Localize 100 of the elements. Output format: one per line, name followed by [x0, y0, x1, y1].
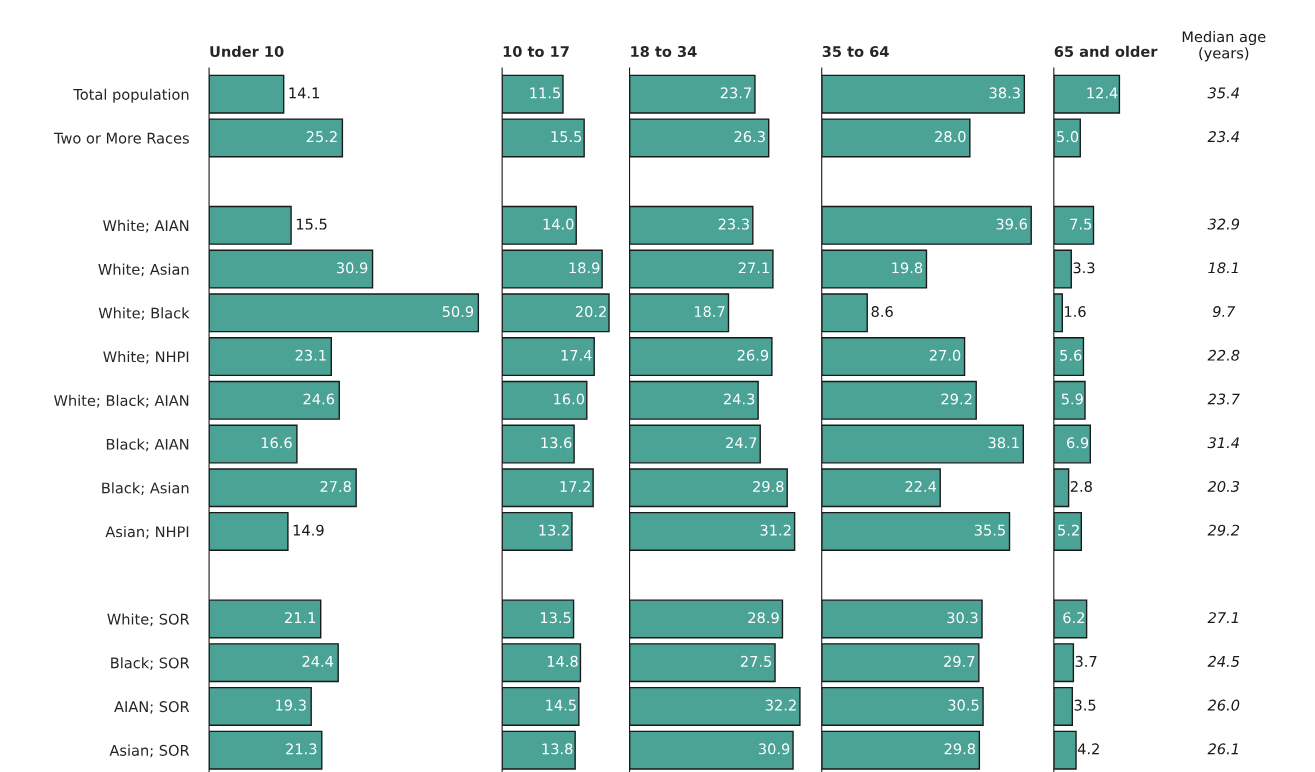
data-label: 23.7 [720, 87, 751, 99]
data-label: 14.8 [547, 655, 578, 667]
data-label: 14.0 [543, 218, 574, 230]
data-label: 31.2 [760, 524, 791, 536]
data-label: 23.1 [295, 349, 326, 361]
data-label: 27.1 [738, 262, 769, 274]
y-tick-label: White; SOR [107, 613, 190, 627]
data-label: 26.9 [737, 349, 769, 361]
y-tick-label: White; Black; AIAN [54, 394, 189, 408]
text: 29.2 [1207, 524, 1240, 536]
data-label: 30.3 [947, 612, 978, 624]
data-label: 39.6 [996, 218, 1027, 230]
data-label: 7.5 [1070, 218, 1092, 230]
text: 31.4 [1207, 437, 1239, 449]
y-tick-label: Black; SOR [111, 657, 190, 670]
data-label: 1.6 [1065, 306, 1086, 318]
data-label: 13.8 [542, 743, 573, 755]
text: 32.9 [1207, 218, 1240, 230]
data-label: 6.9 [1067, 437, 1089, 449]
y-tick-label: Asian; NHPI [105, 525, 189, 539]
text: 24.5 [1207, 655, 1240, 667]
chart-title: 65 and older [1054, 45, 1158, 58]
data-label: 29.7 [944, 655, 975, 667]
y-tick-label: Asian; SOR [109, 744, 190, 758]
data-label: 24.6 [303, 393, 335, 405]
data-label: 22.4 [905, 480, 937, 492]
text: 9.7 [1212, 306, 1236, 318]
data-label: 30.5 [948, 699, 979, 711]
data-label: 24.4 [302, 655, 334, 667]
data-label: 38.1 [988, 437, 1019, 449]
chart-title: Under 10 [210, 45, 284, 58]
data-label: 28.0 [935, 131, 966, 143]
text: 23.7 [1207, 393, 1240, 405]
data-label: 16.0 [554, 393, 585, 405]
y-tick-label: White; Asian [98, 263, 189, 277]
text: 35.4 [1207, 87, 1239, 99]
data-label: 13.2 [539, 524, 569, 536]
text: 18.1 [1208, 262, 1238, 274]
data-label: 24.7 [726, 437, 757, 449]
data-label: 17.4 [561, 349, 592, 361]
data-label: 24.3 [723, 393, 755, 405]
data-label: 11.5 [530, 87, 560, 99]
data-label: 19.3 [276, 699, 306, 711]
data-label: 5.0 [1057, 131, 1079, 143]
y-tick-label: AIAN; SOR [114, 701, 190, 714]
data-label: 5.2 [1058, 524, 1079, 536]
chart-title: 35 to 64 [822, 46, 889, 58]
data-label: 2.8 [1070, 480, 1092, 492]
data-label: 4.2 [1077, 743, 1099, 755]
data-label: 14.9 [293, 524, 324, 536]
data-label: 29.8 [753, 480, 784, 492]
data-label: 3.7 [1075, 655, 1097, 667]
data-label: 35.5 [974, 524, 1005, 536]
text: 26.0 [1207, 699, 1240, 711]
data-label: 25.2 [306, 131, 337, 143]
data-label: 6.2 [1063, 612, 1085, 624]
data-label: 3.3 [1073, 262, 1095, 274]
data-label: 14.1 [289, 87, 320, 99]
data-label: 3.5 [1074, 699, 1096, 711]
data-label: 50.9 [442, 306, 474, 318]
data-label: 23.3 [718, 218, 749, 230]
text: 22.8 [1207, 349, 1240, 361]
data-label: 18.7 [694, 306, 725, 318]
data-label: 27.5 [740, 655, 772, 667]
data-label: 18.9 [569, 262, 600, 274]
data-label: 13.5 [540, 612, 571, 624]
text: 20.3 [1207, 480, 1240, 492]
data-label: 15.5 [551, 131, 582, 143]
data-label: 15.5 [296, 218, 327, 230]
y-tick-label: Black; Asian [102, 482, 189, 495]
data-label: 27.8 [320, 480, 351, 492]
y-tick-label: White; Black [98, 307, 190, 321]
data-label: 21.1 [285, 612, 316, 623]
data-label: 30.9 [336, 262, 368, 274]
data-label: 5.9 [1061, 393, 1083, 405]
data-label: 38.3 [989, 87, 1020, 99]
chart-title: 10 to 17 [503, 46, 569, 58]
data-label: 20.2 [575, 306, 606, 318]
data-label: 21.3 [286, 743, 317, 755]
data-label: 8.6 [871, 306, 893, 318]
data-label: 29.8 [944, 743, 976, 755]
y-tick-label: Black; AIAN [106, 438, 189, 452]
data-label: 26.3 [734, 131, 765, 143]
data-label: 16.6 [261, 437, 292, 449]
text: 27.1 [1207, 612, 1238, 623]
text: 23.4 [1207, 131, 1239, 143]
y-tick-label: Two or More Races [53, 132, 189, 144]
data-label: 12.4 [1087, 87, 1118, 99]
y-tick-label: White; NHPI [103, 351, 189, 364]
data-label: 19.8 [892, 262, 923, 274]
y-tick-label: Total population [73, 88, 189, 103]
data-label: 27.0 [929, 349, 961, 361]
data-label: 13.6 [541, 437, 572, 449]
data-label: 14.5 [546, 699, 576, 711]
data-label: 28.9 [748, 612, 779, 624]
data-label: 29.2 [941, 393, 972, 405]
y-tick-label: White; AIAN [103, 219, 189, 233]
data-label: 17.2 [560, 480, 590, 492]
text: Median age (years) [1182, 30, 1266, 62]
data-label: 5.6 [1060, 349, 1082, 361]
